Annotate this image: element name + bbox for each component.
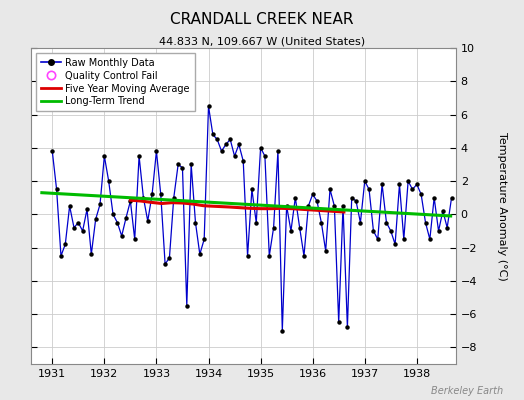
Text: 44.833 N, 109.667 W (United States): 44.833 N, 109.667 W (United States) bbox=[159, 36, 365, 46]
Text: Berkeley Earth: Berkeley Earth bbox=[431, 386, 503, 396]
Y-axis label: Temperature Anomaly (°C): Temperature Anomaly (°C) bbox=[497, 132, 507, 280]
Legend: Raw Monthly Data, Quality Control Fail, Five Year Moving Average, Long-Term Tren: Raw Monthly Data, Quality Control Fail, … bbox=[36, 53, 195, 111]
Text: CRANDALL CREEK NEAR: CRANDALL CREEK NEAR bbox=[170, 12, 354, 27]
